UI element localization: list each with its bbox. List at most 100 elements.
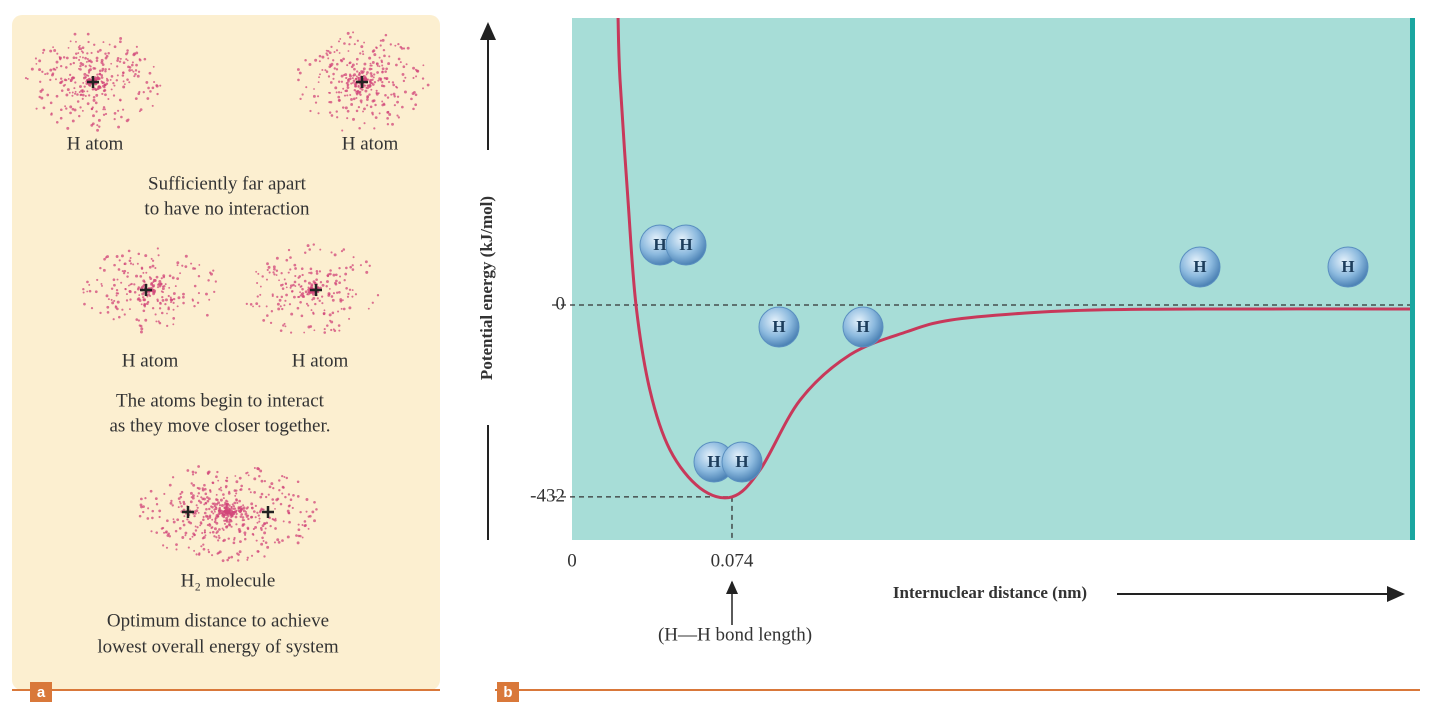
electron-dot xyxy=(260,509,262,511)
electron-dot xyxy=(310,309,313,312)
electron-dot xyxy=(253,466,256,469)
electron-dot xyxy=(307,286,310,289)
electron-dot xyxy=(384,93,387,97)
electron-dot xyxy=(212,512,215,515)
electron-dot xyxy=(91,87,95,91)
electron-dot xyxy=(234,515,238,519)
electron-dot xyxy=(305,302,309,305)
electron-dot xyxy=(38,68,41,72)
electron-dot xyxy=(202,547,206,551)
electron-dot xyxy=(65,66,68,69)
electron-dot xyxy=(271,517,274,521)
electron-dot xyxy=(356,70,359,73)
electron-dot xyxy=(316,95,320,98)
electron-dot xyxy=(49,49,53,53)
electron-dot xyxy=(381,70,384,73)
electron-dot xyxy=(102,41,105,44)
panel-label: a xyxy=(37,684,46,701)
electron-dot xyxy=(391,122,394,126)
electron-dot xyxy=(212,269,215,272)
electron-dot xyxy=(74,81,77,84)
electron-dot xyxy=(53,48,57,52)
electron-dot xyxy=(313,281,317,285)
electron-dot xyxy=(272,265,276,269)
electron-dot xyxy=(183,515,186,518)
electron-dot xyxy=(394,44,397,47)
electron-dot xyxy=(337,324,341,327)
electron-dot xyxy=(387,62,391,66)
electron-dot xyxy=(123,83,126,86)
electron-dot xyxy=(125,293,128,296)
electron-dot xyxy=(293,295,296,299)
electron-dot xyxy=(422,64,425,67)
electron-dot xyxy=(135,318,139,321)
electron-dot xyxy=(325,70,329,73)
electron-dot xyxy=(372,83,375,86)
electron-dot xyxy=(328,313,332,317)
electron-dot xyxy=(303,520,307,523)
electron-dot xyxy=(104,108,106,111)
electron-dot xyxy=(261,524,265,527)
electron-dot xyxy=(81,51,85,54)
electron-dot xyxy=(107,51,110,55)
electron-dot xyxy=(373,81,377,84)
caption: Sufficiently far apart xyxy=(148,173,307,194)
electron-dot xyxy=(135,51,139,55)
electron-dot xyxy=(364,89,368,93)
electron-dot xyxy=(287,271,290,274)
electron-dot xyxy=(74,90,77,93)
electron-dot xyxy=(293,263,297,267)
electron-dot xyxy=(115,79,119,82)
electron-dot xyxy=(222,493,225,496)
electron-dot xyxy=(272,271,275,274)
electron-dot xyxy=(357,105,361,109)
electron-dot xyxy=(278,489,281,492)
electron-dot xyxy=(155,503,159,506)
electron-dot xyxy=(285,476,289,480)
electron-dot xyxy=(314,302,317,306)
electron-dot xyxy=(335,279,338,283)
electron-dot xyxy=(262,540,265,543)
electron-dot xyxy=(372,76,375,79)
electron-dot xyxy=(139,503,143,507)
electron-dot xyxy=(350,98,353,101)
electron-dot xyxy=(241,516,245,519)
electron-dot xyxy=(133,75,136,78)
electron-dot xyxy=(110,74,114,78)
electron-dot xyxy=(327,75,331,78)
electron-dot xyxy=(46,93,50,97)
electron-dot xyxy=(337,80,341,83)
electron-dot xyxy=(247,517,250,521)
electron-dot xyxy=(182,502,186,506)
electron-dot xyxy=(64,105,67,108)
electron-dot xyxy=(62,84,66,87)
electron-dot xyxy=(79,55,82,58)
electron-dot xyxy=(289,284,293,288)
electron-dot xyxy=(261,275,264,278)
electron-dot xyxy=(217,512,221,516)
electron-dot xyxy=(73,108,77,112)
electron-dot xyxy=(204,501,208,505)
electron-dot xyxy=(227,556,231,560)
electron-dot xyxy=(138,90,141,94)
electron-dot xyxy=(127,271,129,274)
electron-dot xyxy=(216,530,219,533)
electron-dot xyxy=(169,296,172,299)
electron-dot xyxy=(200,496,203,499)
electron-dot xyxy=(105,54,109,58)
electron-dot xyxy=(389,43,392,46)
electron-dot xyxy=(39,89,43,93)
electron-dot xyxy=(271,294,274,298)
electron-dot xyxy=(291,289,294,293)
electron-dot xyxy=(364,77,367,81)
electron-dot xyxy=(373,73,376,76)
electron-dot xyxy=(131,63,134,67)
electron-dot xyxy=(259,495,263,499)
electron-dot xyxy=(228,504,231,507)
electron-dot xyxy=(405,63,408,66)
electron-dot xyxy=(257,272,260,275)
electron-dot xyxy=(262,508,265,511)
electron-dot xyxy=(314,58,318,62)
electron-dot xyxy=(154,497,158,501)
electron-dot xyxy=(381,64,384,67)
